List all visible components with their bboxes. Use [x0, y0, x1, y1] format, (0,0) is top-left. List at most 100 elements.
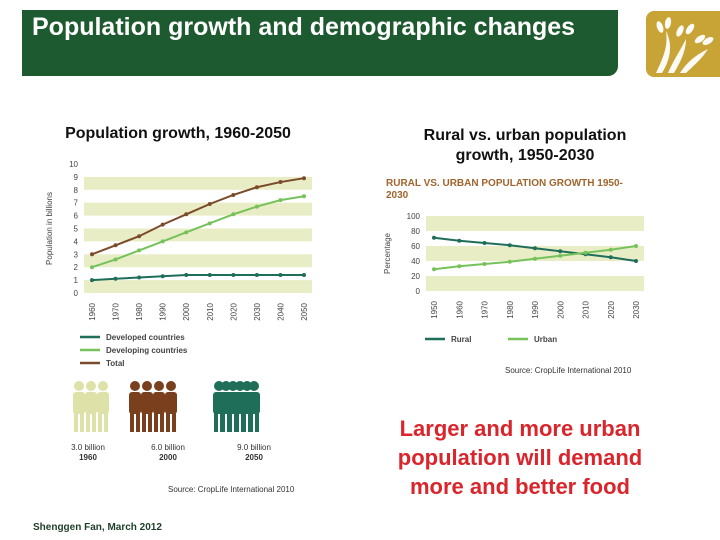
footer-author: Shenggen Fan, March 2012: [33, 522, 162, 533]
person-head: [74, 381, 84, 391]
right-chart-subtitle: RURAL VS. URBAN POPULATION GROWTH 1950-2…: [386, 178, 623, 201]
x-tick-label: 2030: [632, 300, 641, 318]
person-leg: [221, 412, 225, 432]
title-bar: Population growth and demographic change…: [22, 10, 618, 76]
y-tick-label: 80: [411, 227, 420, 236]
x-tick-label: 1990: [159, 302, 168, 320]
y-tick-label: 1: [74, 276, 79, 285]
y-tick-label: 4: [74, 237, 79, 246]
y-tick-label: 0: [416, 287, 421, 296]
grid-band: [84, 228, 312, 242]
person-head: [86, 381, 96, 391]
person-leg: [172, 412, 176, 432]
y-tick-label: 40: [411, 257, 420, 266]
person-head: [249, 381, 259, 391]
person-leg: [160, 412, 164, 432]
person-head: [154, 381, 164, 391]
data-point: [90, 265, 94, 270]
person-icon: [129, 381, 141, 432]
person-leg: [214, 412, 218, 432]
person-head: [142, 381, 152, 391]
data-point: [254, 272, 259, 277]
data-point: [608, 255, 613, 260]
person-head: [166, 381, 176, 391]
person-body: [153, 392, 165, 414]
left-chart-title: Population growth, 1960-2050: [65, 125, 291, 142]
data-point: [507, 243, 512, 248]
x-tick-label: 1970: [112, 302, 121, 320]
wheat-logo-icon: [656, 17, 714, 73]
y-tick-label: 7: [74, 199, 79, 208]
data-point: [184, 212, 189, 217]
y-axis-label: Population in billions: [45, 192, 54, 265]
person-leg: [166, 412, 170, 432]
data-point: [583, 250, 588, 255]
people-amount-label: 6.0 billion: [151, 443, 185, 452]
person-body: [234, 392, 246, 414]
logo: [646, 11, 720, 77]
person-body: [220, 392, 232, 414]
person-head: [221, 381, 231, 391]
data-point: [137, 234, 142, 239]
data-point: [137, 248, 142, 253]
x-tick-label: 1960: [455, 300, 464, 318]
data-point: [533, 256, 537, 261]
data-point: [160, 274, 165, 279]
population-chart: 0 1 2 3 4 5 6 7 8 9 10 Population in billions 1960 19…: [45, 160, 312, 368]
grid-band: [426, 216, 644, 231]
data-point: [184, 230, 189, 235]
data-point: [231, 192, 236, 197]
y-tick-label: 10: [69, 160, 78, 169]
data-point: [184, 272, 189, 277]
data-point: [278, 272, 283, 277]
data-point: [207, 272, 212, 277]
people-year-label: 1960: [79, 453, 97, 462]
y-tick-label: 8: [74, 186, 79, 195]
x-tick-label: 1980: [506, 300, 515, 318]
person-leg: [154, 412, 158, 432]
y-tick-label: 3: [74, 250, 79, 259]
x-tick-label: 1960: [88, 302, 97, 320]
x-tick-label: 1990: [531, 300, 540, 318]
person-leg: [74, 412, 78, 432]
data-point: [482, 241, 487, 245]
person-icon: [220, 381, 232, 432]
person-leg: [227, 412, 231, 432]
x-tick-label: 2020: [229, 302, 238, 320]
data-point: [507, 259, 512, 264]
person-leg: [136, 412, 140, 432]
data-point: [634, 259, 638, 263]
x-tick-label: 2020: [607, 300, 616, 318]
data-point: [608, 247, 613, 252]
x-tick-label: 1950: [430, 300, 439, 318]
right-chart-title: Rural vs. urban population growth, 1950-…: [423, 127, 627, 164]
person-leg: [255, 412, 259, 432]
left-chart-source: Source: CropLife International 2010: [168, 485, 295, 494]
person-leg: [241, 412, 245, 432]
y-tick-label: 6: [74, 212, 79, 221]
x-tick-label: 1980: [135, 302, 144, 320]
y-tick-label: 9: [74, 173, 79, 182]
person-icon: [248, 381, 260, 432]
data-point: [558, 253, 563, 258]
y-tick-label: 60: [411, 242, 420, 251]
person-leg: [130, 412, 134, 432]
person-head: [130, 381, 140, 391]
grid-band: [426, 246, 644, 261]
person-head: [242, 381, 252, 391]
person-body: [165, 392, 177, 414]
data-point: [457, 238, 462, 243]
series-line-total: [91, 177, 305, 256]
series-line-developed-countries: [91, 273, 304, 282]
person-icon: [165, 381, 177, 432]
person-leg: [104, 412, 108, 432]
person-leg: [249, 412, 253, 432]
person-icon: [73, 381, 85, 432]
person-leg: [142, 412, 146, 432]
legend-label: Total: [106, 359, 125, 368]
data-point: [278, 180, 283, 185]
person-icon: [141, 381, 153, 432]
x-tick-label: 1970: [481, 300, 490, 318]
data-point: [533, 246, 537, 251]
person-body: [85, 392, 97, 414]
